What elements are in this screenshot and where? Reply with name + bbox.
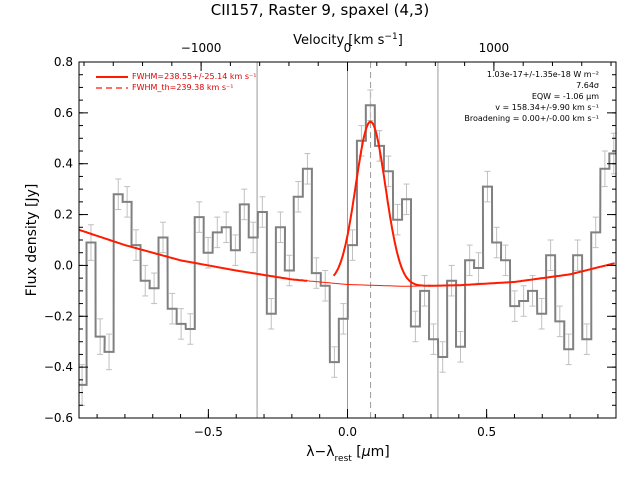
x-tick-label: −0.5 — [194, 425, 223, 439]
axis-ticks — [79, 61, 616, 419]
top-tick-label: 0 — [344, 41, 352, 55]
fit-theoretical-dashed — [338, 120, 404, 270]
legend-entry-fwhm-th: FWHM_th=239.38 km s⁻¹ — [132, 83, 233, 92]
y-tick-label: 0.2 — [54, 208, 73, 222]
y-tick-label: −0.6 — [44, 411, 73, 425]
legend-entry-fwhm: FWHM=238.55+/-25.14 km s⁻¹ — [132, 72, 256, 81]
fit-baseline-under-line — [302, 279, 430, 287]
chart-title: CII157, Raster 9, spaxel (4,3) — [211, 1, 429, 19]
tick-labels: −0.6 −0.4 −0.2 0.0 0.2 0.4 0.6 0.8 −0.5 0.0 0.5 −10… — [44, 41, 509, 439]
fit-continuum-left — [78, 228, 308, 282]
annotation-flux: 1.03e-17+/-1.35e-18 W m⁻² — [487, 70, 599, 79]
x-tick-label: 0.0 — [338, 425, 357, 439]
top-axis-label: Velocity [km s−1] — [293, 32, 403, 48]
y-tick-label: 0.4 — [54, 157, 73, 171]
fit-continuum-right — [428, 262, 615, 287]
fit-series — [78, 120, 615, 287]
y-tick-label: −0.4 — [44, 360, 73, 374]
x-tick-label: 0.5 — [477, 425, 496, 439]
top-tick-label: −1000 — [181, 41, 222, 55]
x-axis-label: λ−λrest [μm] — [306, 444, 390, 464]
annotation-velocity: v = 158.34+/-9.90 km s⁻¹ — [495, 103, 599, 112]
y-tick-label: 0.6 — [54, 106, 73, 120]
top-tick-label: 1000 — [479, 41, 510, 55]
y-axis-label: Flux density [Jy] — [24, 184, 40, 297]
spectrum-series — [79, 104, 616, 386]
y-tick-label: 0.8 — [54, 55, 73, 69]
y-tick-label: −0.2 — [44, 309, 73, 323]
legend: FWHM=238.55+/-25.14 km s⁻¹ FWHM_th=239.3… — [96, 72, 256, 92]
fit-annotations: 1.03e-17+/-1.35e-18 W m⁻² 7.64σ EQW = -1… — [464, 70, 599, 123]
spectrum-step-line — [79, 104, 616, 386]
y-tick-label: 0.0 — [54, 258, 73, 272]
annotation-eqw: EQW = -1.06 μm — [532, 92, 599, 101]
annotation-sigma: 7.64σ — [576, 81, 599, 90]
annotation-broadening: Broadening = 0.00+/-0.00 km s⁻¹ — [464, 114, 599, 123]
